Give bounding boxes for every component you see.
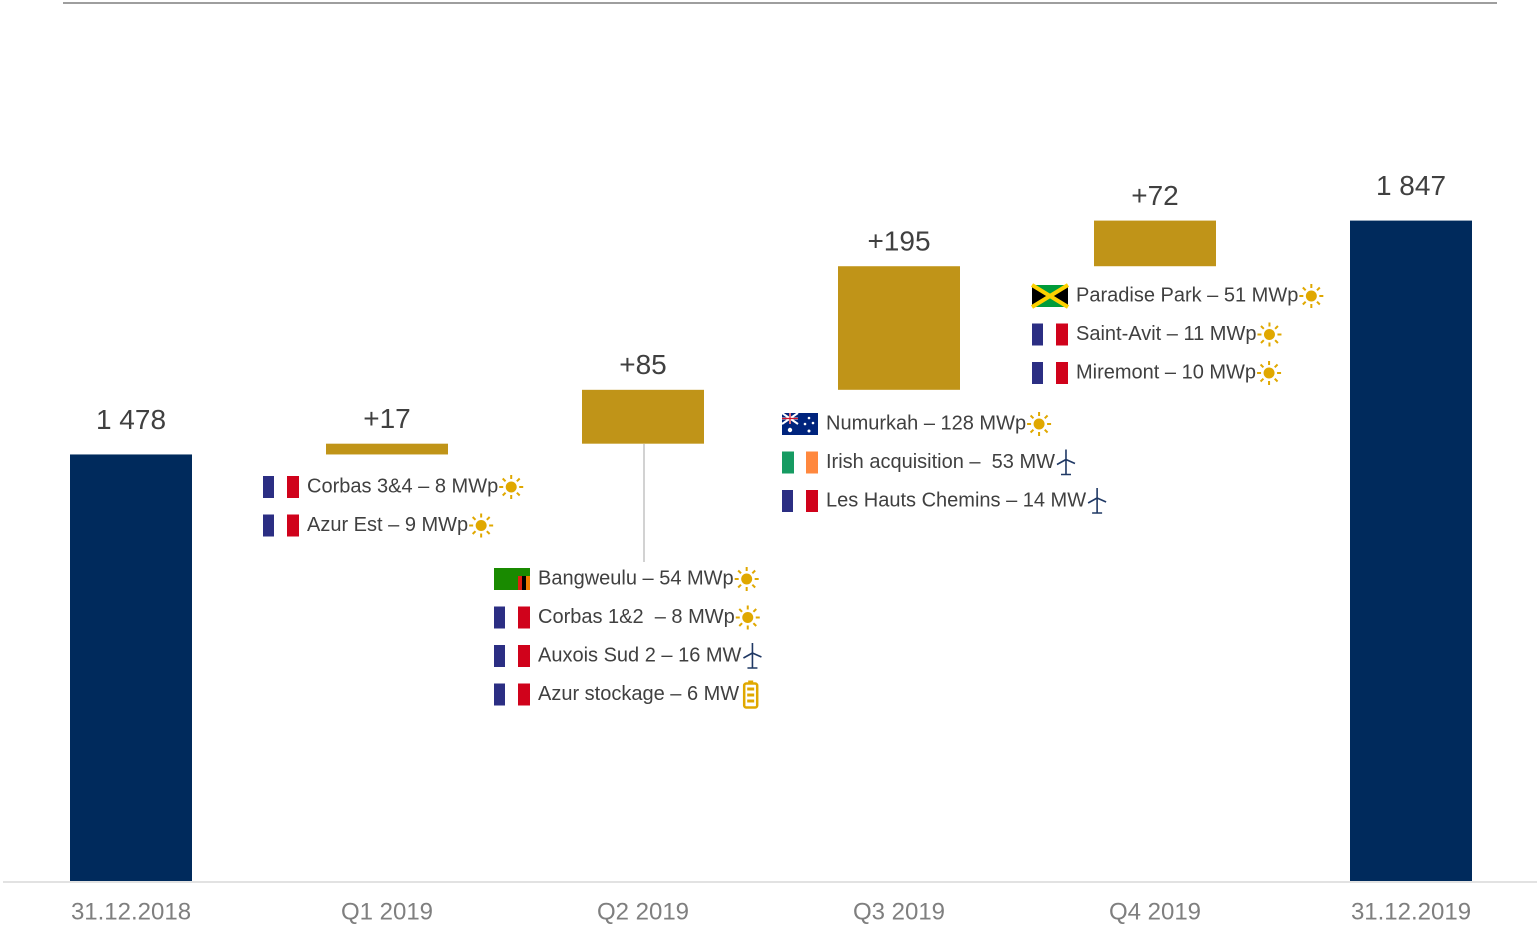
- x-tick-label: Q3 2019: [853, 898, 945, 925]
- project-item: Saint-Avit – 11 MWp: [1032, 322, 1282, 347]
- sun-icon: [741, 573, 753, 585]
- flag-part: [518, 576, 522, 590]
- battery-icon: [747, 693, 755, 697]
- bar: [838, 266, 960, 390]
- flag-part: [1032, 362, 1043, 384]
- project-label: Auxois Sud 2 – 16 MW: [538, 644, 742, 666]
- sun-icon: [475, 520, 487, 531]
- flag-part: [263, 476, 274, 498]
- flag-part: [518, 606, 530, 629]
- sun-icon: [1263, 329, 1275, 340]
- sun-icon: [499, 475, 524, 499]
- project-label: Les Hauts Chemins – 14 MW: [826, 489, 1086, 511]
- project-item: Auxois Sud 2 – 16 MW: [494, 643, 762, 669]
- project-label: Corbas 3&4 – 8 MWp: [307, 475, 498, 497]
- value-label: 1 847: [1376, 170, 1446, 201]
- flag-part: [787, 427, 793, 433]
- bar: [70, 454, 192, 881]
- project-item: Azur stockage – 6 MW: [494, 680, 759, 709]
- sun-icon: [734, 567, 759, 591]
- project-item: Miremont – 10 MWp: [1032, 361, 1282, 385]
- project-item: Irish acquisition – 53 MW: [782, 449, 1076, 476]
- value-label: 1 478: [96, 404, 166, 435]
- x-tick-label: Q1 2019: [341, 898, 433, 925]
- project-label: Azur stockage – 6 MW: [538, 683, 739, 705]
- sun-icon: [1299, 284, 1324, 308]
- flag-part: [518, 645, 530, 667]
- flag-part: [782, 413, 798, 424]
- battery-icon: [747, 699, 755, 703]
- x-tick-label: 31.12.2019: [1351, 898, 1471, 925]
- flag-part: [526, 576, 530, 590]
- sun-icon: [505, 481, 517, 493]
- bar: [582, 389, 704, 444]
- x-tick-label: Q4 2019: [1109, 898, 1201, 925]
- flag-part: [522, 576, 526, 590]
- sun-icon: [735, 605, 760, 630]
- project-item: Corbas 3&4 – 8 MWp: [263, 475, 524, 499]
- sun-icon: [1257, 322, 1282, 347]
- battery-icon: [748, 680, 754, 684]
- flag-part: [1032, 285, 1050, 307]
- wind-icon: [1056, 449, 1076, 476]
- sun-icon: [742, 612, 754, 623]
- project-label: Bangweulu – 54 MWp: [538, 567, 734, 589]
- project-label: Paradise Park – 51 MWp: [1076, 284, 1298, 306]
- flag-part: [1050, 285, 1068, 307]
- sun-icon: [1027, 412, 1052, 436]
- flag-part: [806, 490, 818, 512]
- flag-part: [287, 476, 299, 498]
- project-label: Irish acquisition – 53 MW: [826, 451, 1055, 473]
- project-label: Azur Est – 9 MWp: [307, 514, 468, 536]
- value-label: +195: [867, 226, 930, 257]
- flag-part: [811, 421, 815, 425]
- flag-part: [518, 683, 530, 706]
- flag-part: [1056, 362, 1068, 384]
- project-item: Paradise Park – 51 MWp: [1030, 283, 1324, 309]
- project-item: Bangweulu – 54 MWp: [494, 567, 759, 591]
- project-item: Numurkah – 128 MWp: [781, 412, 1052, 436]
- project-item: Les Hauts Chemins – 14 MW: [782, 488, 1107, 514]
- sun-icon: [1263, 367, 1275, 379]
- bar: [326, 443, 448, 455]
- wind-icon: [1087, 488, 1107, 514]
- flag-part: [494, 683, 505, 706]
- value-label: +85: [619, 349, 667, 380]
- project-label: Corbas 1&2 – 8 MWp: [538, 606, 735, 628]
- flag-part: [806, 451, 818, 474]
- value-label: +72: [1131, 180, 1179, 211]
- flag-part: [287, 514, 299, 537]
- flag-part: [1056, 323, 1068, 346]
- flag-part: [494, 606, 505, 629]
- bar: [1350, 220, 1472, 881]
- flag-part: [782, 451, 794, 474]
- flag-part: [782, 490, 793, 512]
- bar: [1094, 220, 1216, 267]
- flag-part: [1032, 323, 1043, 346]
- flag-part: [494, 645, 505, 667]
- sun-icon: [1033, 418, 1045, 430]
- wind-icon: [743, 643, 762, 669]
- project-label: Saint-Avit – 11 MWp: [1076, 323, 1256, 345]
- sun-icon: [1257, 361, 1282, 385]
- sun-icon: [1305, 290, 1317, 302]
- project-item: Corbas 1&2 – 8 MWp: [494, 605, 760, 630]
- flag-part: [807, 429, 811, 433]
- project-label: Miremont – 10 MWp: [1076, 361, 1256, 383]
- sun-icon: [469, 513, 494, 538]
- flag-part: [803, 422, 807, 426]
- flag-part: [263, 514, 274, 537]
- project-item: Azur Est – 9 MWp: [263, 513, 494, 538]
- x-tick-label: 31.12.2018: [71, 898, 191, 925]
- project-label: Numurkah – 128 MWp: [826, 412, 1026, 434]
- x-tick-label: Q2 2019: [597, 898, 689, 925]
- battery-icon: [747, 687, 755, 691]
- flag-part: [807, 416, 811, 420]
- value-label: +17: [363, 403, 411, 434]
- flag-part: [1030, 283, 1070, 309]
